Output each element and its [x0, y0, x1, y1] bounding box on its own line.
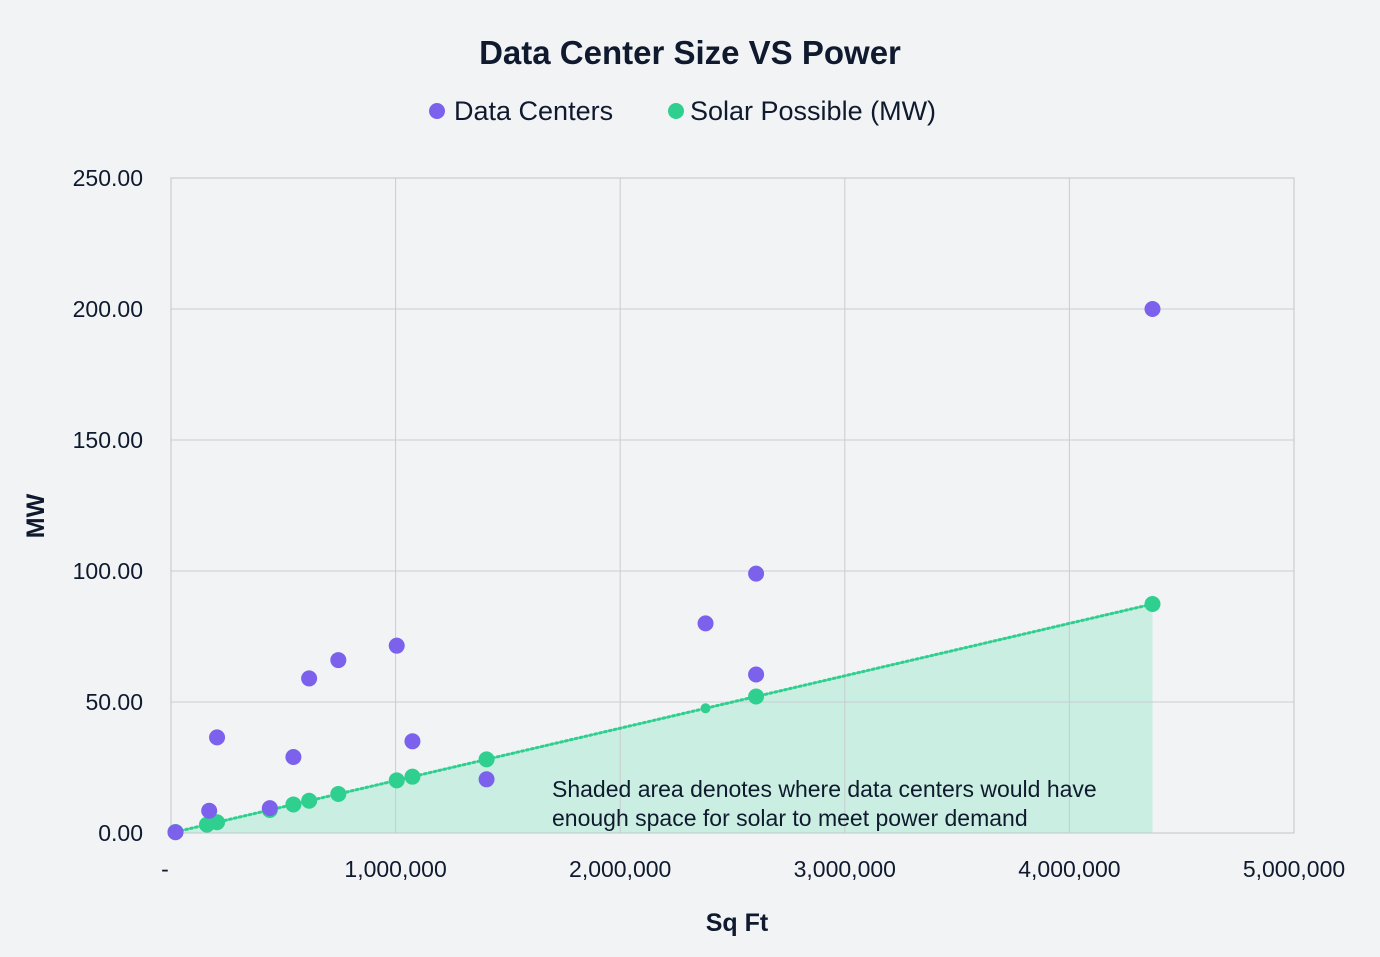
data-center-point [209, 729, 226, 746]
legend-marker-data-centers [429, 103, 445, 119]
annotation-line-2: enough space for solar to meet power dem… [552, 805, 1028, 831]
x-tick-label: - [161, 856, 169, 882]
solar-possible-point [700, 703, 711, 714]
solar-possible-point [748, 688, 765, 705]
data-center-point [748, 565, 765, 582]
x-tick-label: 5,000,000 [1243, 856, 1345, 882]
data-center-point [301, 670, 318, 687]
data-center-point [697, 615, 714, 632]
solar-possible-point [388, 772, 405, 789]
solar-possible-point [330, 785, 347, 802]
data-center-point [1144, 301, 1161, 317]
data-center-point [201, 802, 218, 819]
solar-possible-point [404, 768, 421, 785]
x-tick-label: 4,000,000 [1018, 856, 1120, 882]
annotation-line-1: Shaded area denotes where data centers w… [552, 776, 1097, 802]
y-tick-label: 0.00 [98, 820, 143, 846]
data-center-point [285, 749, 302, 766]
legend: Data Centers Solar Possible (MW) [429, 96, 936, 126]
data-center-point [478, 771, 495, 788]
legend-label-solar-possible: Solar Possible (MW) [690, 96, 936, 126]
y-tick-label: 200.00 [73, 296, 143, 322]
x-tick-label: 1,000,000 [344, 856, 446, 882]
data-center-point [261, 800, 278, 817]
x-axis-label: Sq Ft [706, 909, 769, 937]
data-center-point [167, 824, 184, 841]
data-center-point [388, 637, 405, 654]
solar-possible-point [478, 751, 495, 768]
data-center-point [748, 666, 765, 683]
legend-marker-solar-possible [668, 103, 684, 119]
y-tick-label: 50.00 [85, 689, 143, 715]
legend-label-data-centers: Data Centers [454, 96, 613, 126]
solar-possible-point [209, 814, 226, 831]
chart-title: Data Center Size VS Power [479, 34, 901, 71]
y-tick-label: 150.00 [73, 427, 143, 453]
solar-possible-point [1144, 596, 1161, 613]
solar-possible-point [285, 796, 302, 813]
data-point-layer [167, 301, 1161, 841]
y-tick-label: 250.00 [73, 165, 143, 191]
data-center-point [330, 652, 347, 669]
text-layer: Data Center Size VS Power Data Centers S… [22, 34, 1097, 937]
plot-border [170, 177, 1295, 834]
solar-possible-point [301, 792, 318, 809]
x-tick-label: 2,000,000 [569, 856, 671, 882]
x-tick-label: 3,000,000 [794, 856, 896, 882]
y-axis-label: MW [22, 493, 50, 538]
y-tick-label: 100.00 [73, 558, 143, 584]
tick-label-layer: 0.00 50.00 100.00 150.00 200.00 250.00 - 1,000,… [73, 165, 1346, 882]
data-center-point [404, 733, 421, 750]
